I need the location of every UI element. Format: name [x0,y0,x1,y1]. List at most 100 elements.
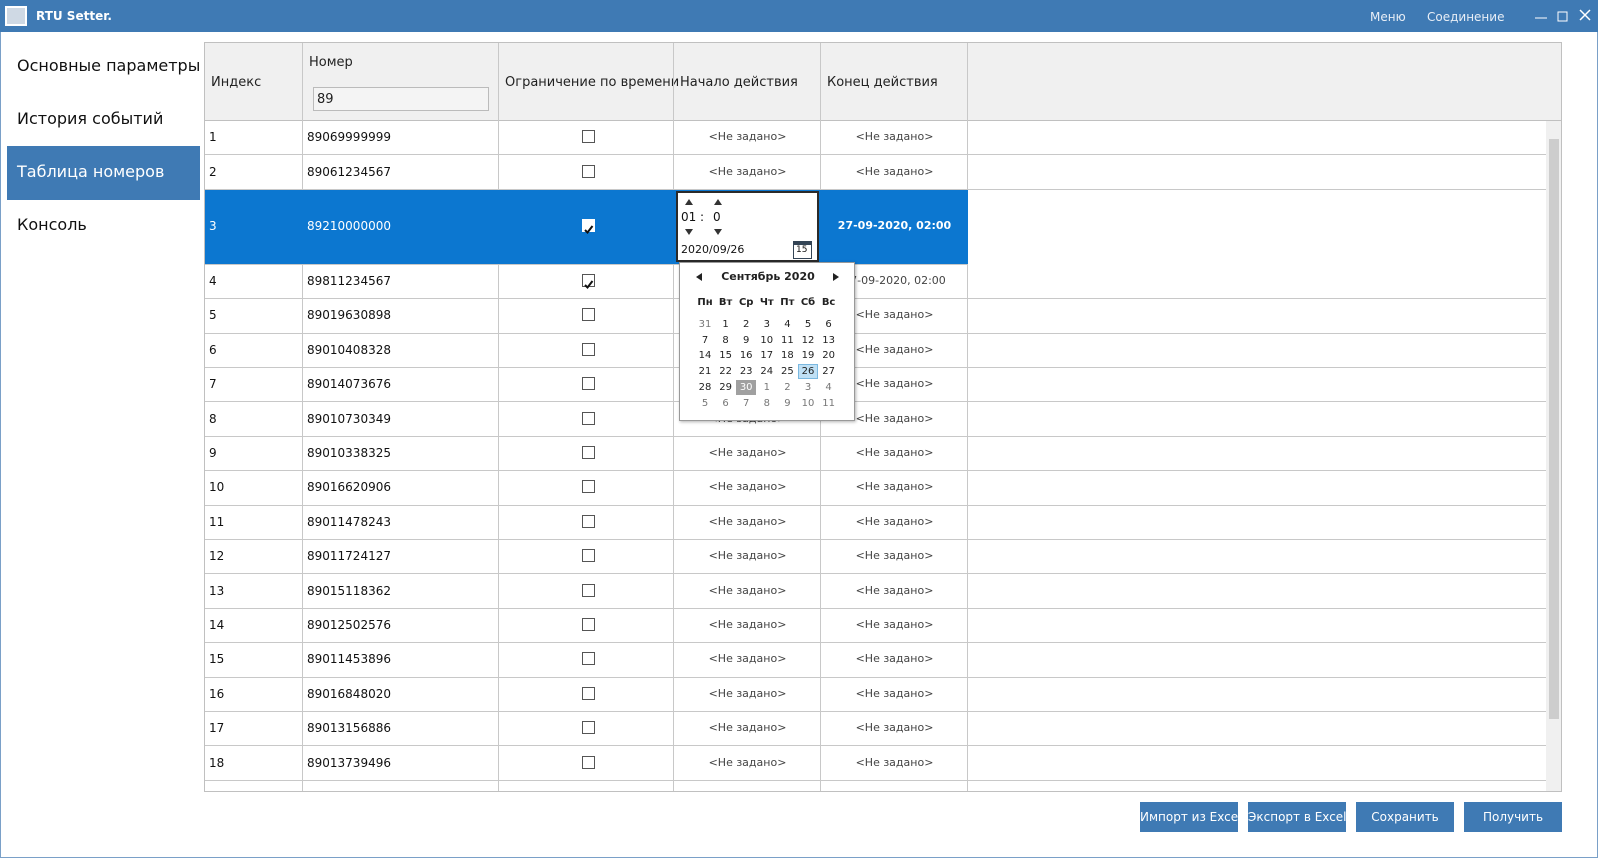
table-row[interactable]: 10 89016620906 <Не задано> <Не задано> [205,471,1546,506]
calendar-day[interactable]: 7 [743,397,750,409]
checkbox[interactable] [582,219,595,235]
time-separator: : [700,209,705,224]
calendar-day[interactable]: 6 [825,319,832,330]
calendar-day[interactable]: 4 [784,319,791,330]
calendar-day[interactable]: 9 [784,397,791,409]
menu-item[interactable]: Соединение [1427,10,1505,24]
calendar-day[interactable]: 2 [743,319,750,330]
checkbox[interactable] [582,308,595,322]
sidebar-item[interactable]: Основные параметры [7,40,200,94]
table-row[interactable]: 13 89015118362 <Не задано> <Не задано> [205,574,1546,609]
calendar-day[interactable]: 7 [701,334,709,346]
checkbox[interactable] [582,617,595,631]
column-divider [498,43,499,791]
table-row[interactable]: 17 89013156886 <Не задано> <Не задано> [205,712,1546,747]
calendar-day[interactable]: 8 [763,397,770,409]
checkbox[interactable] [582,273,595,289]
datetime-editor[interactable]: 01:0 2020/09/26 15 [676,190,819,262]
calendar-day[interactable]: 8 [722,334,729,346]
table-row[interactable]: 1 89069999999 <Не задано> <Не задано> [205,121,1546,156]
checkbox[interactable] [582,342,595,356]
calendar-day[interactable]: 3 [804,381,812,393]
calendar-day[interactable]: 13 [822,334,835,346]
checkbox[interactable] [582,755,595,769]
table-row[interactable]: 2 89061234567 <Не задано> <Не задано> [205,155,1546,190]
calendar-day[interactable]: 1 [722,319,729,330]
sidebar-item[interactable]: История событий [7,93,200,147]
table-row[interactable]: 14 89012502576 <Не задано> <Не задано> [205,609,1546,644]
calendar-day[interactable]: 2 [784,381,791,393]
checkbox[interactable] [582,721,595,735]
start-cell: <Не задано> [708,445,787,459]
window-control-icons[interactable] [1525,6,1595,26]
calendar-day[interactable]: 25 [781,366,794,378]
checkbox[interactable] [582,377,595,391]
filter-input[interactable]: 89 [313,87,489,111]
action-button[interactable]: Получить [1464,802,1562,832]
calendar-day[interactable]: 4 [825,381,832,393]
start-cell: <Не задано> [708,686,787,700]
action-button[interactable]: Импорт из Excel [1140,802,1241,832]
table-row[interactable]: 9 89010338325 <Не задано> <Не задано> [205,437,1546,472]
calendar-day[interactable]: 24 [760,366,774,378]
table-row[interactable]: 4 89811234567 27-09-2020, 02:00 [205,265,1546,300]
calendar-day[interactable]: 10 [801,397,815,409]
calendar-day[interactable]: 3 [763,319,770,330]
calendar-day[interactable]: 18 [781,350,794,362]
checkbox[interactable] [582,130,595,144]
checkbox[interactable] [582,164,595,178]
table-row[interactable]: 3 89210000000 27-09-2020, 02:00 [205,189,968,265]
table-row[interactable]: 18 89013739496 <Не задано> <Не задано> [205,746,1546,781]
calendar-day[interactable]: 17 [760,350,774,362]
action-button[interactable]: Сохранить [1356,802,1454,832]
checkbox[interactable] [582,686,595,700]
calendar-day[interactable]: 22 [719,366,732,378]
calendar-day[interactable]: 26 [798,364,818,380]
calendar-day[interactable]: 5 [804,319,812,330]
menu-item[interactable]: Меню [1370,10,1406,24]
calendar-day[interactable]: 28 [698,381,712,393]
calendar-day[interactable]: 10 [760,334,774,346]
calendar-day[interactable]: 6 [722,397,729,409]
sidebar-item[interactable]: Таблица номеров [7,146,200,200]
calendar-day[interactable]: 19 [801,350,815,362]
checkbox[interactable] [582,445,595,459]
calendar-day[interactable]: 1 [763,381,770,393]
calendar-day[interactable]: 12 [801,334,815,346]
checkbox[interactable] [582,652,595,666]
calendar-day[interactable]: 16 [739,350,753,362]
calendar-button[interactable]: 15 [793,240,812,259]
calendar-day[interactable]: 5 [701,397,709,409]
table-row[interactable]: 15 89011453896 <Не задано> <Не задано> [205,643,1546,678]
calendar-day[interactable]: 15 [719,350,732,362]
calendar-day[interactable]: 23 [739,366,753,378]
calendar-day[interactable]: 30 [736,379,757,395]
checkbox[interactable] [582,480,595,494]
calendar-day[interactable]: 11 [822,397,835,409]
calendar-day[interactable]: 20 [822,350,835,362]
calendar-day[interactable]: 27 [822,366,835,378]
checkbox[interactable] [582,411,595,425]
calendar-day[interactable]: 11 [781,334,794,346]
action-button[interactable]: Экспорт в Excel [1248,802,1347,832]
scroll-thumb[interactable] [1549,139,1559,719]
checkbox[interactable] [582,583,595,597]
calendar-day[interactable]: 31 [698,319,712,330]
calendar-day[interactable]: 14 [698,350,712,362]
calendar-day[interactable]: 29 [719,381,732,393]
table-row[interactable]: 16 89016848020 <Не задано> <Не задано> [205,678,1546,712]
checkbox[interactable] [582,549,595,563]
calendar-day[interactable]: 21 [698,366,712,378]
calendar-day[interactable]: 9 [743,334,750,346]
sidebar-item[interactable]: Консоль [7,199,200,253]
table-row[interactable]: 11 89011478243 <Не задано> <Не задано> [205,506,1546,540]
spinner-arrows[interactable] [681,195,741,239]
end-cell: <Не задано> [855,686,934,700]
checkbox[interactable] [582,514,595,528]
window-controls [1525,6,1595,26]
table-row[interactable]: 12 89011724127 <Не задано> <Не задано> [205,540,1546,575]
